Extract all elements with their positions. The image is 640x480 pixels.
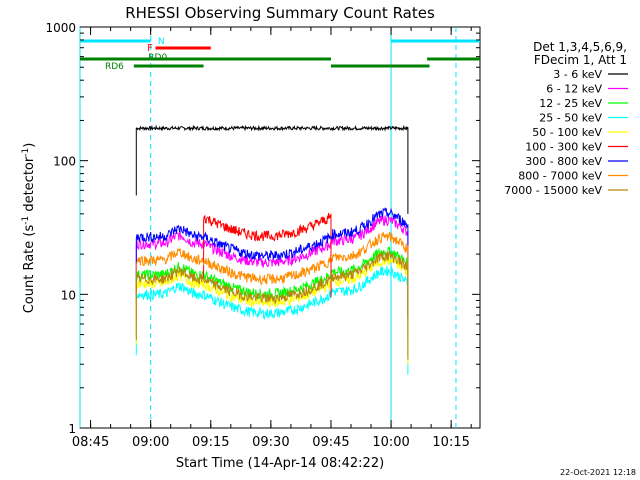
legend-label: 800 - 7000 keV xyxy=(518,170,602,183)
x-tick-label: 09:30 xyxy=(252,435,289,450)
night-flag-label: N xyxy=(158,37,165,47)
x-tick-label: 09:00 xyxy=(132,435,169,450)
y-tick-label: 100 xyxy=(53,155,76,169)
x-tick-label: 10:15 xyxy=(432,435,469,450)
series-line xyxy=(135,249,409,360)
y-tick-label: 1000 xyxy=(45,21,76,35)
y-label-exp2: -1 xyxy=(21,148,31,157)
rd0-flag-label: RD0 xyxy=(148,53,167,63)
series-line xyxy=(135,265,409,375)
y-axis-label: Count Rate (s-1 detector-1) xyxy=(21,143,37,314)
y-label-part1: Count Rate (s xyxy=(22,225,37,314)
x-tick-label: 10:00 xyxy=(372,435,409,450)
y-tick-label: 10 xyxy=(61,288,76,302)
series-line xyxy=(203,213,332,298)
legend-label: 300 - 800 keV xyxy=(525,155,602,168)
y-label-part3: ) xyxy=(22,143,37,148)
y-label-exp1: -1 xyxy=(21,216,31,225)
legend: Det 1,3,4,5,6,9, FDecim 1, Att 1 3 - 6 k… xyxy=(504,40,628,197)
rd6-flag-label: RD6 xyxy=(105,62,124,72)
chart-title: RHESSI Observing Summary Count Rates xyxy=(125,4,435,22)
legend-label: 7000 - 15000 keV xyxy=(504,184,602,197)
series-line xyxy=(135,231,409,341)
series-line xyxy=(135,124,409,214)
y-tick-label: 1 xyxy=(68,422,76,436)
legend-label: 100 - 300 keV xyxy=(525,141,602,154)
footer-timestamp: 22-Oct-2021 12:18 xyxy=(560,468,636,477)
legend-label: 6 - 12 keV xyxy=(546,83,602,96)
plot-frame xyxy=(79,26,481,429)
x-tick-label: 09:15 xyxy=(192,435,229,450)
legend-label: 25 - 50 keV xyxy=(539,112,602,125)
series-line xyxy=(135,207,409,318)
flare-flag-label: F xyxy=(147,43,153,54)
legend-label: 3 - 6 keV xyxy=(553,68,602,81)
series-line xyxy=(135,215,409,324)
y-label-part2: detector xyxy=(22,156,37,216)
legend-label: 50 - 100 keV xyxy=(532,126,602,139)
legend-header-2: FDecim 1, Att 1 xyxy=(534,53,627,67)
x-tick-label: 09:45 xyxy=(312,435,349,450)
legend-label: 12 - 25 keV xyxy=(539,97,602,110)
x-tick-label: 08:45 xyxy=(72,435,109,450)
x-axis-label: Start Time (14-Apr-14 08:42:22) xyxy=(176,456,384,471)
legend-header-1: Det 1,3,4,5,6,9, xyxy=(533,40,627,54)
